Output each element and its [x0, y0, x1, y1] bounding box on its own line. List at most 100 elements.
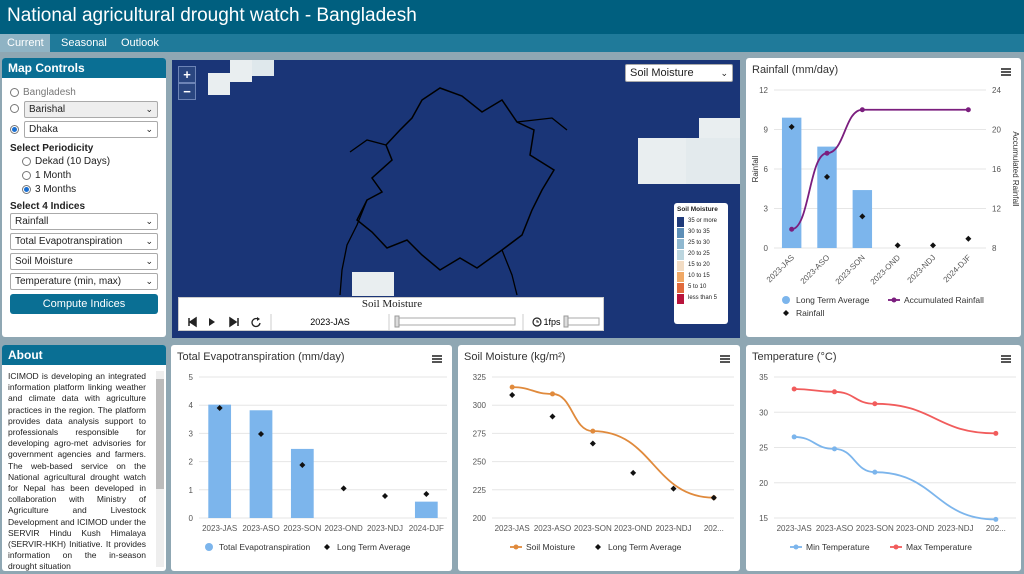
y-tick-label: 3: [189, 429, 194, 438]
x-tick-label: 2023-SON: [574, 524, 612, 533]
legend-swatch: [677, 249, 684, 260]
y-tick-label: 12: [759, 86, 768, 95]
bar: [290, 448, 314, 518]
legend-label: Long Term Average: [796, 295, 870, 305]
time-slider-track[interactable]: [394, 317, 516, 326]
x-tick-label: 2023-JAS: [765, 253, 796, 284]
index-select-4[interactable]: Temperature (min, max) ⌄: [10, 273, 158, 290]
layer-select[interactable]: Soil Moisture ⌄: [625, 64, 733, 82]
legend-swatch: [677, 238, 684, 249]
chart-svg: 0 1 2 3 4 5 2023-JAS 2023-ASO 2023-SON 2023-OND 20…: [189, 373, 447, 552]
legend-swatch: [677, 282, 684, 293]
periodicity-1month[interactable]: 1 Month: [22, 170, 71, 181]
district-select[interactable]: Dhaka ⌄: [24, 121, 158, 138]
y-tick-label: 20: [759, 479, 768, 488]
hamburger-menu-icon[interactable]: [1001, 355, 1011, 363]
index-value: Temperature (min, max): [15, 276, 122, 287]
long-term-average-marker: [710, 494, 717, 501]
long-term-average-marker: [549, 413, 556, 420]
legend-symbol: [595, 544, 601, 550]
index-select-3[interactable]: Soil Moisture ⌄: [10, 253, 158, 270]
series-line: [512, 386, 714, 499]
district-radio[interactable]: [10, 124, 23, 135]
y-tick-label: 30: [759, 408, 768, 417]
long-term-average-marker: [824, 173, 830, 180]
hamburger-menu-icon[interactable]: [1001, 68, 1011, 76]
skip-forward-icon[interactable]: [229, 316, 239, 328]
country-radio[interactable]: Bangladesh: [10, 87, 76, 98]
country-label: Bangladesh: [23, 87, 76, 98]
player-title: Soil Moisture: [361, 298, 423, 310]
fps-slider-handle[interactable]: [563, 315, 569, 328]
skip-back-icon[interactable]: [185, 315, 199, 329]
y-tick-label: 200: [473, 514, 487, 523]
app-title: National agricultural drought watch - Ba…: [7, 5, 417, 26]
division-radio[interactable]: [10, 103, 23, 114]
legend-item: 35 or more: [677, 216, 725, 227]
about-panel: About ICIMOD is developing an integrated…: [2, 345, 166, 571]
reload-icon[interactable]: [251, 317, 261, 328]
series-point: [872, 469, 878, 475]
clock-icon: [532, 317, 542, 327]
compute-indices-button[interactable]: Compute Indices: [10, 294, 158, 314]
zoom-in-button[interactable]: +: [178, 66, 196, 83]
legend-swatch: [677, 293, 684, 304]
zoom-out-button[interactable]: −: [178, 83, 196, 100]
x-tick-label: 2023-OND: [325, 524, 363, 533]
bar: [208, 404, 232, 518]
periodicity-3months[interactable]: 3 Months: [22, 184, 76, 195]
legend-label: Soil Moisture: [526, 542, 575, 552]
scrollbar-thumb[interactable]: [156, 379, 164, 489]
player-fps: 1fps: [543, 317, 561, 327]
tab-outlook[interactable]: Outlook: [121, 37, 159, 49]
hamburger-menu-icon[interactable]: [720, 355, 730, 363]
legend-label: 5 to 10: [688, 284, 707, 290]
map-view[interactable]: + − Soil Moisture ⌄ Soil Moisture 35 or m…: [172, 60, 740, 338]
layer-select-value: Soil Moisture: [630, 67, 694, 79]
index-select-2[interactable]: Total Evapotranspiration ⌄: [10, 233, 158, 250]
tab-bar: Current Seasonal Outlook: [0, 34, 1024, 52]
index-select-1[interactable]: Rainfall ⌄: [10, 213, 158, 230]
long-term-average-marker: [299, 461, 306, 468]
basemap-tile: [686, 138, 740, 184]
x-tick-label: 202...: [704, 524, 724, 533]
periodicity-dekad[interactable]: Dekad (10 Days): [22, 156, 110, 167]
x-tick-label: 202...: [986, 524, 1006, 533]
legend-label: 30 to 35: [688, 229, 710, 235]
division-select[interactable]: Barishal ⌄: [24, 101, 158, 118]
play-icon[interactable]: [209, 318, 215, 326]
y2-tick-label: 24: [992, 86, 1001, 95]
x-tick-label: 2023-NDJ: [367, 524, 403, 533]
hamburger-menu-icon[interactable]: [432, 355, 442, 363]
chevron-down-icon: ⌄: [145, 256, 153, 266]
legend-symbol: [205, 543, 213, 551]
legend-symbol: [893, 544, 899, 550]
x-tick-label: 2023-JAS: [202, 524, 237, 533]
chart-title: Soil Moisture (kg/m²): [464, 351, 566, 363]
legend-label: less than 5: [688, 295, 718, 301]
y-tick-label: 275: [473, 429, 487, 438]
legend-symbol: [782, 296, 790, 304]
basemap-tile: [208, 73, 230, 95]
basemap-tile: [352, 272, 394, 296]
tab-current[interactable]: Current: [0, 34, 50, 52]
index-value: Total Evapotranspiration: [15, 236, 123, 247]
bar: [249, 410, 273, 518]
y-tick-label: 6: [764, 165, 769, 174]
x-tick-label: 2024-DJF: [942, 253, 973, 284]
y2-tick-label: 12: [992, 205, 1001, 214]
y2-tick-label: 16: [992, 165, 1001, 174]
division-value: Barishal: [29, 104, 66, 115]
legend-label: 10 to 15: [688, 273, 710, 279]
about-scrollbar[interactable]: [156, 371, 164, 567]
tab-seasonal[interactable]: Seasonal: [61, 37, 107, 49]
y-tick-label: 5: [189, 373, 194, 382]
long-term-average-marker: [258, 430, 264, 437]
player-period: 2023-JAS: [310, 317, 350, 327]
legend-label: Min Temperature: [806, 542, 870, 552]
time-slider-handle[interactable]: [394, 315, 400, 328]
about-text: ICIMOD is developing an integrated infor…: [8, 371, 146, 571]
y-tick-label: 9: [764, 126, 769, 135]
long-term-average-marker: [965, 235, 972, 242]
fps-slider-track[interactable]: [563, 317, 600, 326]
